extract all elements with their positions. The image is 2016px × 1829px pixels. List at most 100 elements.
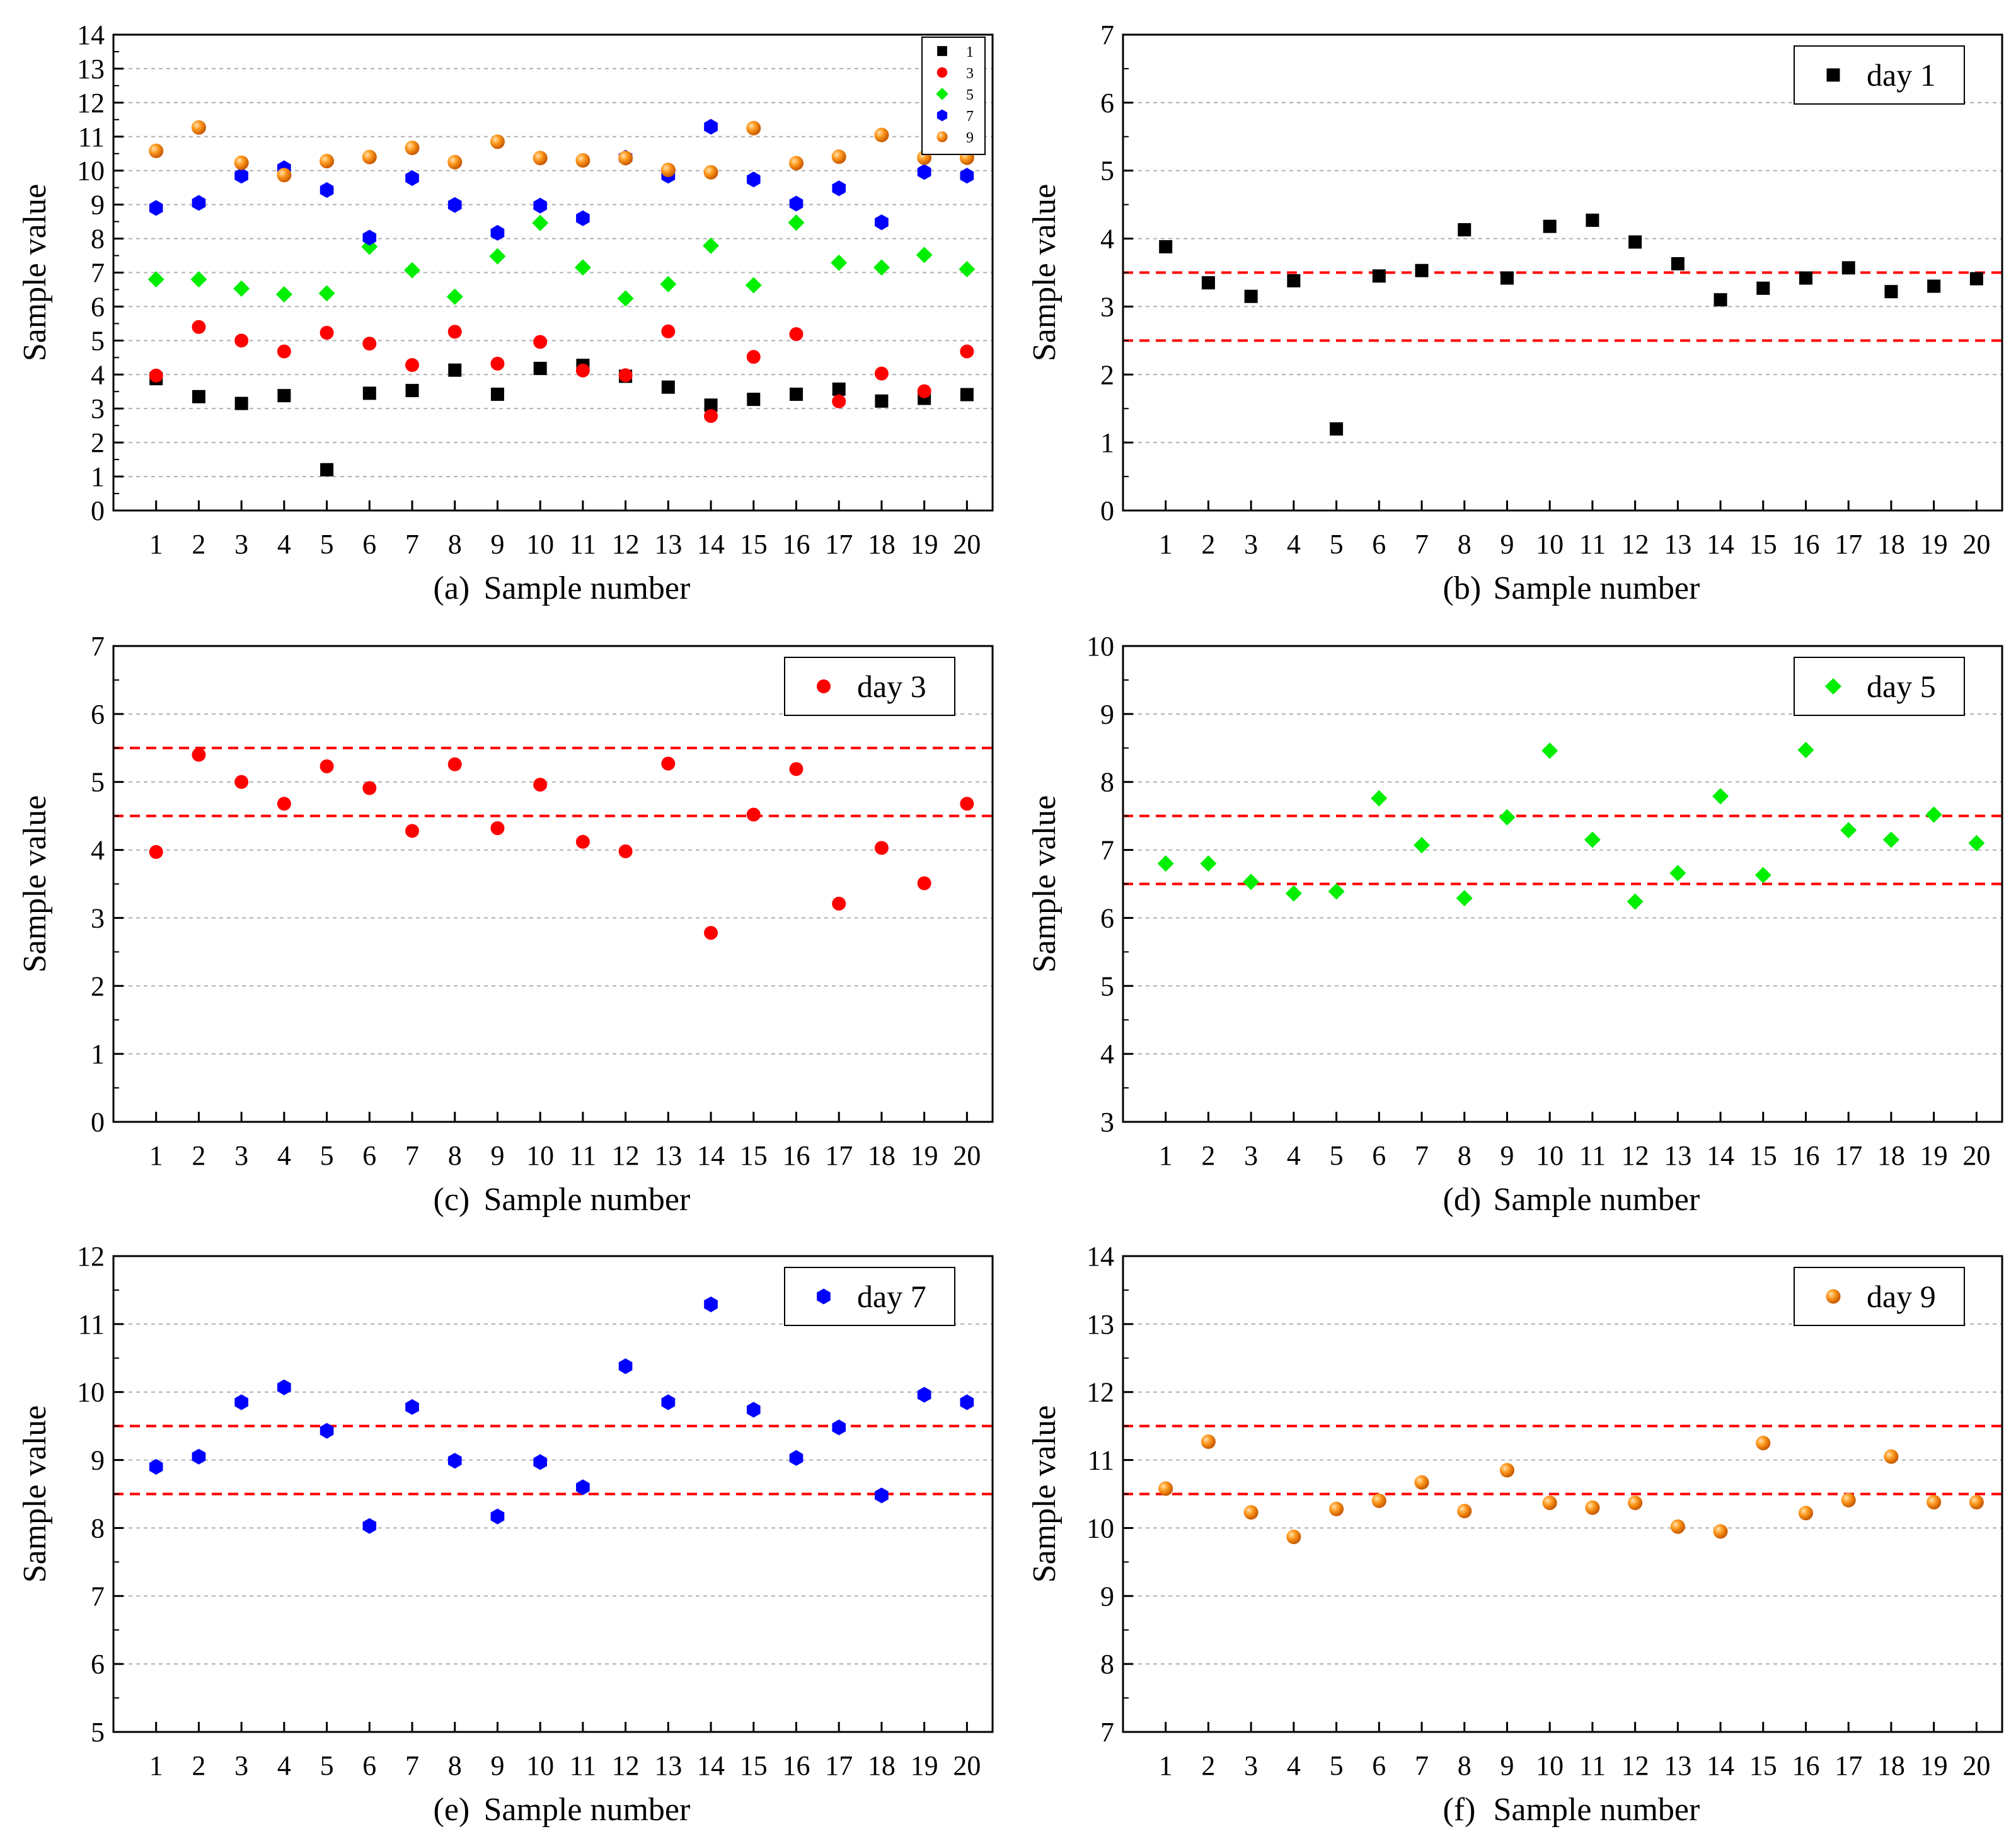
data-point (704, 118, 718, 135)
data-point (234, 333, 249, 348)
data-point (490, 224, 505, 241)
data-point (1799, 271, 1812, 285)
data-point (1925, 806, 1942, 823)
data-point (1328, 883, 1345, 900)
data-point (1714, 293, 1727, 307)
x-tick-label: 19 (1920, 1140, 1948, 1171)
y-axis-title: Sample value (17, 184, 53, 362)
data-point (959, 261, 976, 278)
x-tick-label: 15 (1749, 529, 1777, 560)
legend-label: day 3 (857, 669, 926, 704)
y-tick-label: 7 (91, 631, 105, 662)
series-7 (149, 118, 974, 246)
x-tick-label: 2 (192, 529, 205, 560)
y-tick-label: 8 (1100, 767, 1114, 798)
data-point (618, 1358, 633, 1375)
x-tick-label: 17 (1835, 529, 1862, 560)
data-point (1243, 1505, 1259, 1520)
data-point (1458, 223, 1472, 237)
x-tick-label: 9 (490, 1140, 504, 1171)
x-tick-label: 2 (1201, 1140, 1215, 1171)
data-point (1927, 1494, 1942, 1509)
x-tick-label: 10 (526, 529, 554, 560)
x-tick-label: 7 (405, 1750, 419, 1781)
data-point (660, 275, 677, 292)
y-tick-label: 6 (1100, 88, 1114, 118)
panel-letter: (c) (434, 1182, 470, 1218)
data-point (746, 120, 761, 136)
x-tick-label: 12 (1621, 1140, 1649, 1171)
data-point (874, 366, 889, 381)
data-point (532, 214, 549, 231)
data-point (489, 248, 506, 265)
data-point (831, 254, 848, 271)
x-tick-label: 17 (1835, 1140, 1862, 1171)
x-tick-label: 1 (1159, 1140, 1173, 1171)
data-point (832, 1419, 846, 1436)
legend-marker (936, 131, 948, 142)
data-point (960, 388, 974, 401)
x-tick-label: 18 (1877, 1750, 1905, 1781)
data-point (1330, 422, 1344, 436)
y-tick-label: 6 (91, 699, 105, 730)
x-tick-label: 1 (1159, 1750, 1173, 1781)
x-tick-label: 11 (1579, 529, 1606, 560)
data-point (704, 409, 718, 424)
x-tick-label: 13 (654, 529, 682, 560)
y-tick-label: 3 (91, 393, 105, 424)
x-tick-label: 7 (1415, 1140, 1429, 1171)
data-point (320, 182, 334, 198)
x-tick-label: 6 (1372, 529, 1386, 560)
x-tick-label: 14 (1707, 529, 1734, 560)
x-tick-label: 8 (1458, 1140, 1472, 1171)
data-point (362, 229, 377, 246)
y-tick-label: 10 (77, 156, 105, 187)
y-tick-label: 7 (1100, 835, 1114, 866)
x-tick-label: 15 (740, 1750, 768, 1781)
legend-box (1794, 45, 1965, 105)
y-tick-label: 3 (1100, 291, 1114, 322)
y-tick-label: 7 (1100, 20, 1114, 50)
y-tick-label: 6 (91, 1649, 105, 1680)
data-point (191, 120, 206, 135)
x-tick-label: 5 (1330, 1140, 1344, 1171)
y-tick-label: 6 (91, 291, 105, 322)
x-tick-label: 15 (740, 529, 768, 560)
legend-label: day 7 (857, 1279, 926, 1314)
y-axis-title: Sample value (1027, 184, 1063, 362)
data-point (362, 149, 377, 164)
y-tick-label: 1 (1100, 427, 1114, 458)
y-tick-label: 7 (91, 258, 105, 289)
data-point (320, 1422, 334, 1439)
data-point (1371, 1493, 1386, 1508)
x-tick-label: 15 (1749, 1750, 1777, 1781)
data-point (533, 335, 548, 349)
data-point (320, 463, 334, 476)
legend-box (784, 657, 955, 716)
x-tick-label: 17 (825, 1750, 853, 1781)
data-point (447, 1453, 462, 1469)
x-tick-label: 4 (1287, 1140, 1301, 1171)
data-point (1628, 1496, 1643, 1511)
data-point (1371, 790, 1388, 807)
x-tick-label: 1 (1159, 529, 1173, 560)
x-axis-title: Sample number (484, 1792, 691, 1828)
y-tick-label: 9 (1100, 1581, 1114, 1612)
data-point (661, 324, 676, 338)
data-point (704, 926, 718, 940)
y-tick-label: 9 (91, 1445, 105, 1476)
data-point (490, 388, 504, 401)
y-tick-label: 1 (91, 461, 105, 492)
data-point (576, 1479, 590, 1496)
data-point (832, 382, 846, 396)
x-tick-label: 14 (697, 1140, 725, 1171)
x-tick-label: 5 (1330, 529, 1344, 560)
data-point (789, 388, 803, 401)
data-point (405, 384, 419, 398)
data-point (318, 285, 335, 302)
data-point (1669, 865, 1686, 882)
data-point (192, 747, 206, 762)
x-tick-label: 16 (782, 1750, 810, 1781)
data-point (405, 824, 420, 838)
